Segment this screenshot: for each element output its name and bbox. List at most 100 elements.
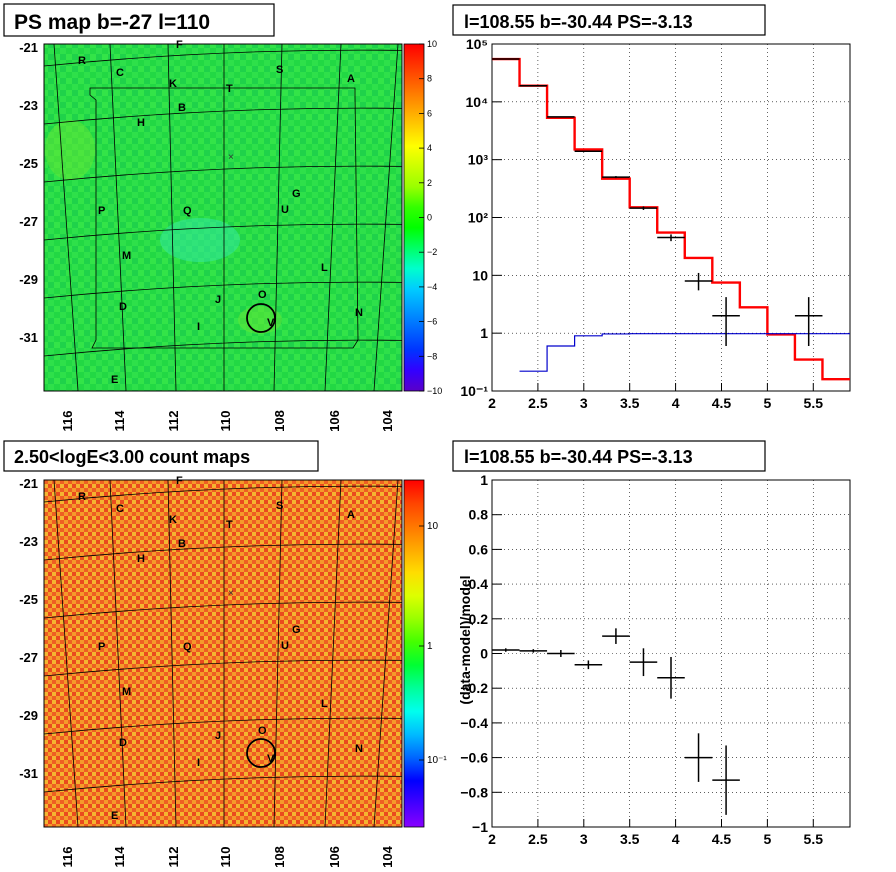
residual-point <box>519 649 548 653</box>
x-tick-label: 4 <box>672 395 680 411</box>
source-label: D <box>119 301 127 313</box>
source-label: N <box>355 307 363 319</box>
longitude-line <box>324 479 342 828</box>
source-label: C <box>116 67 124 79</box>
ps-map-yellow-patch <box>45 120 95 180</box>
y-tick-label: −0.8 <box>460 784 488 800</box>
residual-panel: l=108.55 b=-30.44 PS=-3.13 2 2.5 3 3.5 4 4.5 5… <box>452 440 851 847</box>
y-tick-label: -23 <box>19 534 38 549</box>
source-label: V <box>267 317 275 329</box>
source-label: Q <box>183 205 192 217</box>
residual-y-label: (data-model)/model <box>457 575 473 704</box>
source-label: B <box>178 538 186 550</box>
x-tick-label: 112 <box>166 411 181 432</box>
x-tick-label: 116 <box>60 411 75 432</box>
colorbar-tick-label: 10⁻¹ <box>427 755 447 766</box>
longitude-line <box>167 43 177 392</box>
x-tick-label: 110 <box>218 411 233 432</box>
source-label: V <box>267 753 275 765</box>
spectrum-panel: l=108.55 b=-30.44 PS=-3.13 2 2.5 3 3.5 4 4.5 5… <box>452 4 851 411</box>
y-tick-label: -23 <box>19 98 38 113</box>
source-label: U <box>281 640 289 652</box>
residual-point <box>684 733 713 782</box>
latitude-line <box>43 281 403 299</box>
x-tick-label: 3 <box>580 831 588 847</box>
residual-point <box>547 650 575 657</box>
colorbar-tick-label: −8 <box>427 351 437 361</box>
source-label: A <box>347 73 355 85</box>
source-label: A <box>347 509 355 521</box>
y-tick-label: -27 <box>19 650 38 665</box>
source-label: Q <box>183 641 192 653</box>
data-point <box>519 84 548 87</box>
source-label: O <box>258 725 267 737</box>
longitude-line <box>373 479 399 828</box>
x-tick-label: 114 <box>112 846 127 868</box>
source-label: R <box>78 55 86 67</box>
x-tick-label: 2.5 <box>528 395 548 411</box>
source-label: H <box>137 117 145 129</box>
source-label: O <box>258 289 267 301</box>
source-label: L <box>321 698 328 710</box>
data-point <box>602 176 630 179</box>
x-tick-label: 106 <box>327 846 342 868</box>
source-label: S <box>276 500 283 512</box>
ps-map-colorbar-ticks: 10 8 6 4 2 0 −2 −4 −6 −8 −10 <box>419 39 442 396</box>
source-label: B <box>178 102 186 114</box>
x-tick-label: 110 <box>218 847 233 868</box>
colorbar-tick-label: 4 <box>427 143 432 153</box>
ps-map-y-axis: -21 -23 -25 -27 -29 -31 <box>19 40 38 345</box>
latitude-line <box>43 601 403 619</box>
source-label: E <box>111 374 118 386</box>
x-tick-label: 104 <box>380 409 395 431</box>
x-tick-label: 3 <box>580 395 588 411</box>
latitude-line <box>43 775 403 793</box>
ps-map-title-box <box>3 3 275 37</box>
latitude-line <box>43 717 403 735</box>
y-tick-label: -21 <box>19 40 38 55</box>
source-label: M <box>122 250 131 262</box>
x-tick-label: 3.5 <box>620 395 640 411</box>
colorbar-tick-label: 10 <box>427 521 439 532</box>
y-tick-label: -25 <box>19 592 38 607</box>
x-tick-label: 5.5 <box>804 395 824 411</box>
source-label: P <box>98 641 105 653</box>
y-tick-label: 10 <box>472 267 488 283</box>
data-point <box>629 206 658 210</box>
residual-point <box>657 656 685 699</box>
data-point <box>547 116 575 118</box>
longitude-line <box>109 479 127 828</box>
latitude-line <box>43 223 403 241</box>
x-tick-label: 4.5 <box>712 831 732 847</box>
count-map-title-box <box>3 440 319 472</box>
colorbar-tick-label: 2 <box>427 178 432 188</box>
x-tick-label: 106 <box>327 410 342 432</box>
y-tick-label: 10⁻¹ <box>460 383 488 399</box>
count-map-panel: 2.50<logE<3.00 count maps × R F C K T S A B H G P Q… <box>3 440 447 868</box>
count-map-x-axis: 116 114 112 110 108 106 104 <box>60 845 395 867</box>
source-label: D <box>119 737 127 749</box>
ps-map-roi-boundary <box>89 87 359 349</box>
source-label: J <box>215 730 221 742</box>
data-point <box>574 150 603 152</box>
count-map-center-cross: × <box>228 588 234 599</box>
count-map-coordinate-grid <box>43 479 403 828</box>
source-label: T <box>226 519 233 531</box>
colorbar-tick-label: −2 <box>427 247 437 257</box>
y-tick-label: 0.6 <box>469 541 489 557</box>
residual-title: l=108.55 b=-30.44 PS=-3.13 <box>464 447 693 467</box>
y-tick-label: 10⁵ <box>466 36 488 52</box>
colorbar-tick-label: −10 <box>427 386 442 396</box>
residual-point <box>492 648 520 652</box>
y-tick-label: 0.8 <box>469 507 489 523</box>
colorbar-tick-label: 1 <box>427 641 433 652</box>
y-tick-label: 10³ <box>468 152 489 168</box>
y-tick-label: 1 <box>480 325 488 341</box>
source-label: E <box>111 810 118 822</box>
y-tick-label: -29 <box>19 708 38 723</box>
ps-map-plot-area <box>43 43 403 392</box>
residual-point <box>574 660 603 670</box>
longitude-line <box>109 43 127 392</box>
data-point <box>794 297 823 346</box>
y-tick-label: 10² <box>468 210 489 226</box>
